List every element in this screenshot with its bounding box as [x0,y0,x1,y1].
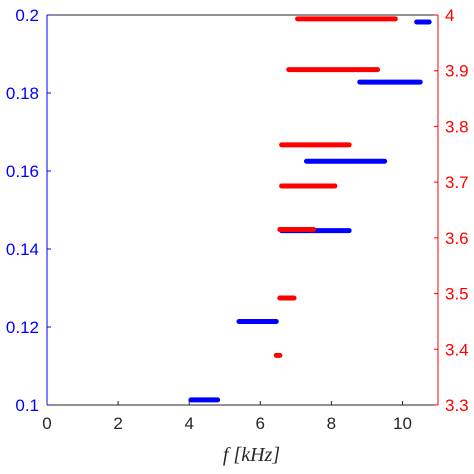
x-tick-label: 2 [113,414,122,433]
axes-layer [46,14,439,406]
x-tick-label: 4 [184,414,193,433]
data-layer [188,16,432,403]
x-tick-label: 10 [393,414,412,433]
left-y-tick-label: 0.1 [15,396,39,415]
left-y-tick-label: 0.12 [6,318,39,337]
right-y-tick-label: 3.9 [445,62,469,81]
right-y-tick-label: 3.8 [445,117,469,136]
right-y-tick-label: 3.5 [445,285,469,304]
right-y-tick-label: 3.7 [445,173,469,192]
x-tick-label: 6 [256,414,265,433]
x-tick-label: 8 [327,414,336,433]
right-y-tick-label: 4 [445,6,454,25]
x-axis-label: f [kHz] [223,444,280,466]
labels-layer: 0 2 4 6 8 10 0.1 0.12 0.14 0.16 0.18 0.2 3.3 3.4 3.5 3.… [6,6,469,466]
left-y-tick-label: 0.14 [6,240,39,259]
left-y-tick-label: 0.18 [6,84,39,103]
left-y-tick-label: 0.2 [15,6,39,25]
right-y-tick-label: 3.4 [445,340,469,359]
x-tick-label: 0 [42,414,51,433]
right-y-tick-label: 3.3 [445,396,469,415]
left-y-tick-label: 0.16 [6,162,39,181]
right-y-tick-label: 3.6 [445,229,469,248]
